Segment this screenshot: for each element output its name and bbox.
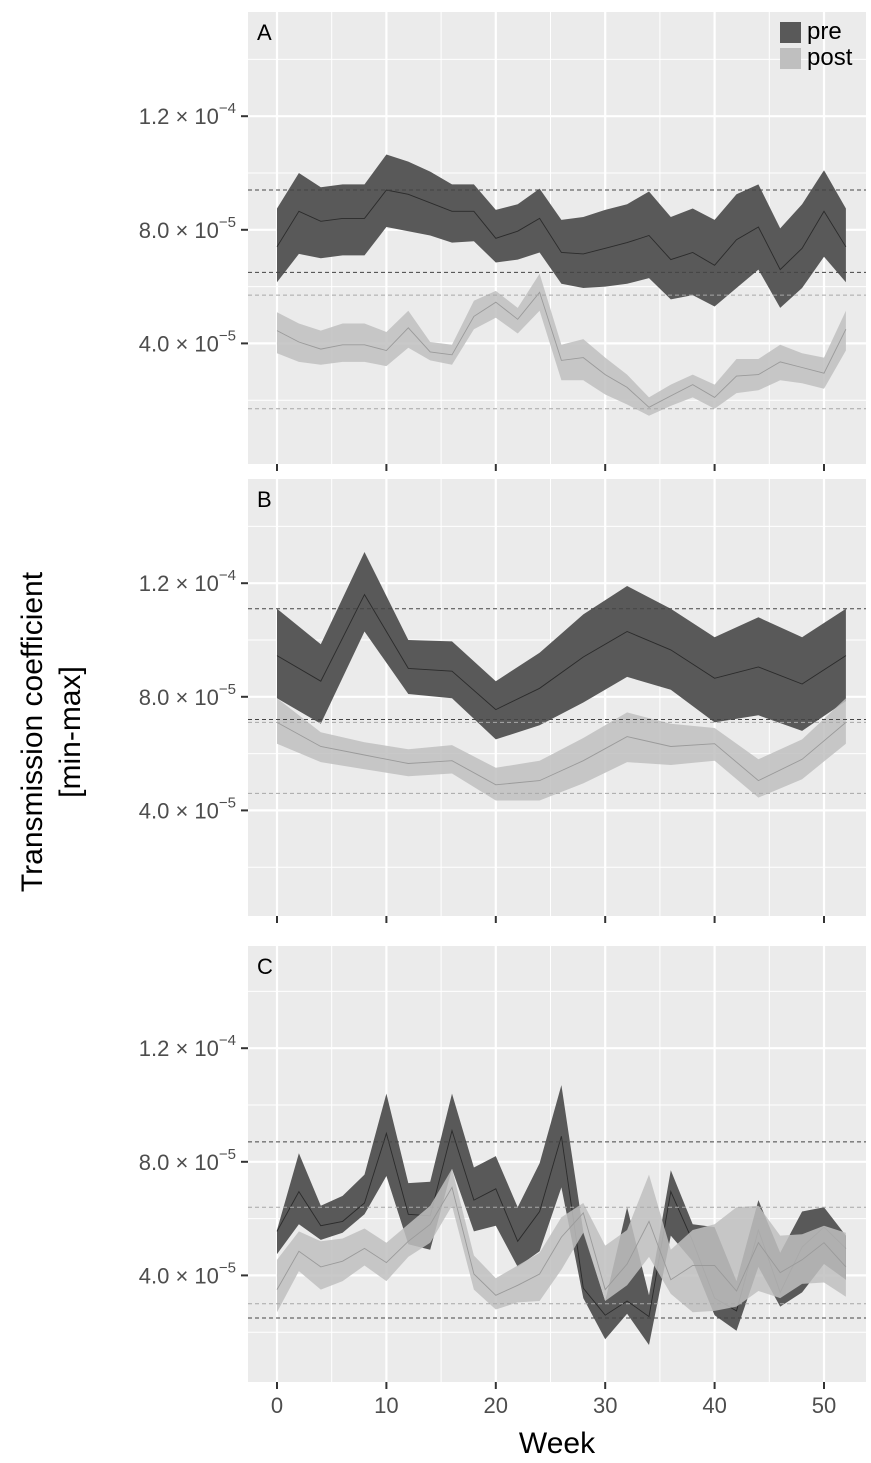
band-post (277, 273, 846, 416)
y-tick-label: 8.0 × 10−5 (139, 681, 236, 710)
line-post (276, 291, 847, 408)
line-post (276, 1186, 847, 1296)
band-pre (277, 552, 846, 740)
panel-label: B (257, 487, 272, 512)
legend-key-pre (780, 22, 801, 43)
panel-c: C 4.0 × 10−5 8.0 × 10−5 1.2 × 10−4 (139, 946, 866, 1389)
panel-a: A 4.0 × 10−5 8.0 × 10−5 1.2 × 10−4 (139, 12, 866, 471)
x-tick-label: 50 (812, 1393, 836, 1418)
band-post (277, 698, 846, 801)
band-post (277, 1168, 846, 1313)
y-tick-label: 1.2 × 10−4 (139, 100, 236, 129)
y-axis-title-line: Transmission coefficient (16, 571, 49, 892)
panel-b: B 4.0 × 10−5 8.0 × 10−5 1.2 × 10−4 (139, 479, 866, 923)
x-tick-label: 10 (374, 1393, 398, 1418)
legend-key-post (780, 48, 801, 69)
y-tick-label: 4.0 × 10−5 (139, 1259, 236, 1288)
line-pre (276, 189, 847, 271)
y-axis-title: Transmission coefficient [min-max] (16, 571, 87, 892)
line-pre (276, 593, 847, 711)
y-tick-label: 1.2 × 10−4 (139, 567, 236, 596)
y-tick-label: 8.0 × 10−5 (139, 1146, 236, 1175)
x-axis-title: Week (519, 1427, 596, 1458)
y-tick-label: 4.0 × 10−5 (139, 327, 236, 356)
panel-label: A (257, 20, 272, 45)
y-tick-label: 4.0 × 10−5 (139, 794, 236, 823)
plot-area (248, 154, 866, 416)
plot-area (248, 552, 866, 801)
x-tick-label: 0 (271, 1393, 283, 1418)
x-tick-label: 30 (593, 1393, 617, 1418)
legend-label-post: post (807, 44, 853, 71)
x-tick-label: 40 (702, 1393, 726, 1418)
panel-label: C (257, 954, 273, 979)
plot-area (248, 1085, 866, 1345)
legend-label-pre: pre (807, 18, 842, 45)
y-tick-label: 8.0 × 10−5 (139, 214, 236, 243)
y-axis-title-line: [min-max] (54, 666, 87, 798)
y-tick-label: 1.2 × 10−4 (139, 1032, 236, 1061)
x-tick-label: 20 (484, 1393, 508, 1418)
band-pre (277, 154, 846, 308)
line-post (276, 722, 847, 786)
